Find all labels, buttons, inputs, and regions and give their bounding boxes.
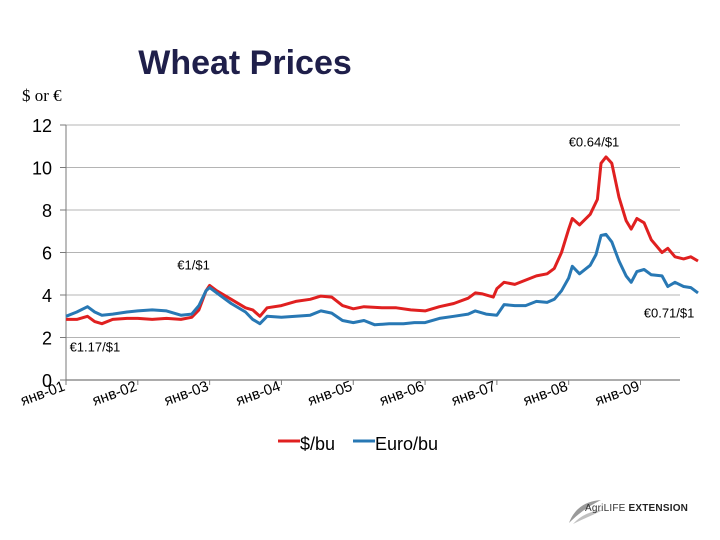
leaf-icon (569, 500, 603, 524)
logo-text-extension: EXTENSION (628, 503, 689, 514)
series-lines (65, 155, 699, 327)
legend-label: Euro/bu (375, 434, 438, 454)
annotations: €1.17/$1 €1/$1 €0.64/$1 €0.71/$1 (70, 134, 695, 354)
y-tick-label: 2 (42, 329, 52, 349)
logo-text-agrilife: AgriLIFE (585, 503, 626, 514)
x-tick-label: янв-07 (449, 378, 498, 410)
y-tick-label: 10 (32, 159, 52, 179)
series-line-usd (66, 155, 699, 326)
chart-title: Wheat Prices (138, 44, 352, 82)
y-tick-label: 0 (42, 371, 52, 391)
exchange-rate-annotation: €0.64/$1 (569, 134, 620, 149)
series-line-euro (65, 232, 699, 327)
x-tick-label: янв-03 (162, 378, 211, 410)
logo-text: AgriLIFE EXTENSION (585, 503, 688, 514)
y-tick-label: 6 (42, 244, 52, 264)
x-tick-label: янв-04 (234, 378, 283, 410)
x-tick-label: янв-08 (521, 378, 570, 410)
x-tick-label: янв-02 (90, 378, 139, 410)
exchange-rate-annotation: €0.71/$1 (644, 305, 695, 320)
legend-label: $/bu (300, 434, 335, 454)
y-tick-label: 4 (42, 286, 52, 306)
y-tick-label: 8 (42, 201, 52, 221)
legend: $/bu Euro/bu (278, 434, 438, 454)
y-axis-unit-label: $ or € (22, 86, 62, 105)
exchange-rate-annotation: €1.17/$1 (70, 339, 121, 354)
y-tick-label: 12 (32, 116, 52, 136)
x-tick-label: янв-06 (377, 378, 426, 410)
x-tick-label: янв-05 (306, 378, 355, 410)
x-tick-label: янв-09 (593, 378, 642, 410)
exchange-rate-annotation: €1/$1 (177, 258, 210, 273)
grid-lines (66, 124, 680, 338)
agrilife-extension-logo (565, 497, 705, 527)
